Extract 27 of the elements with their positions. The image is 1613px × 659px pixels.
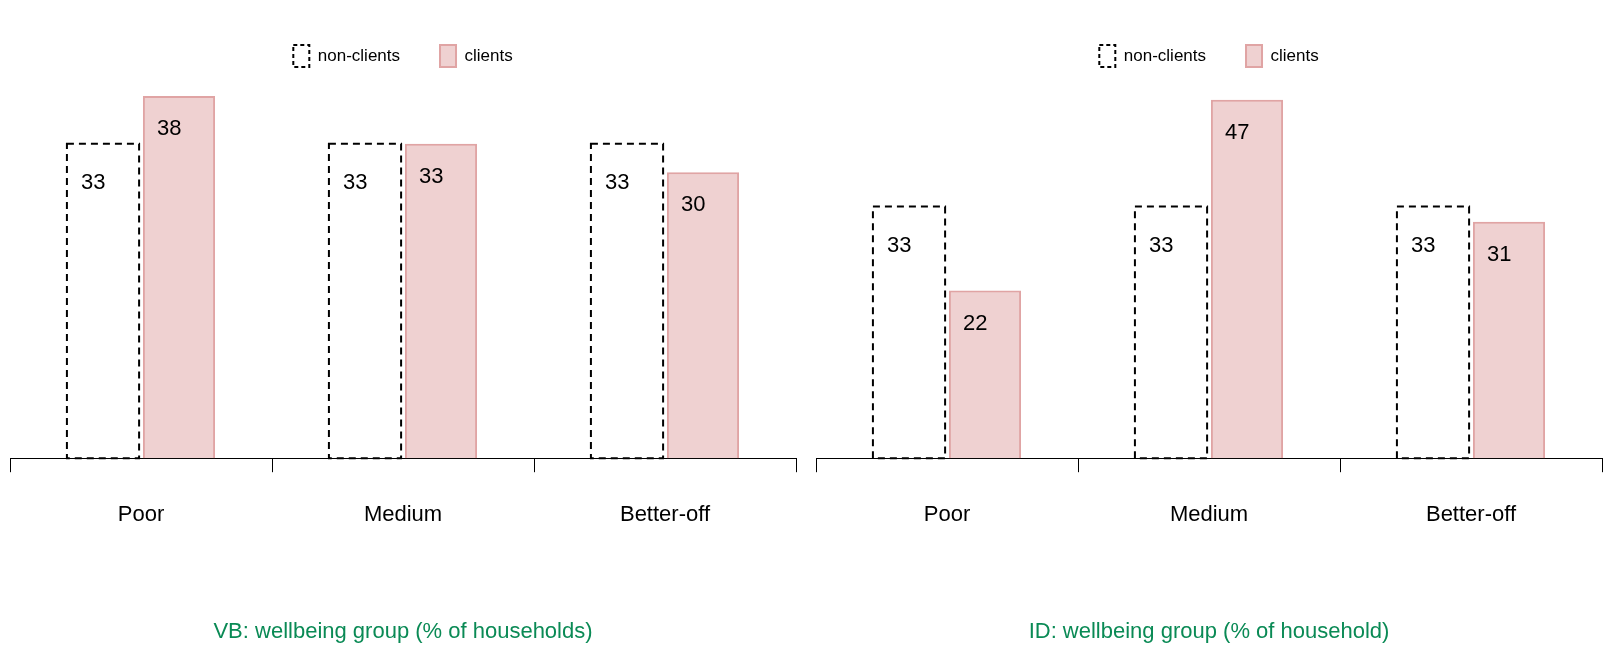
x-tick-label: Better-off: [1425, 501, 1517, 527]
bar: [1472, 221, 1546, 459]
data-label: 38: [156, 115, 182, 141]
data-label: 31: [1486, 240, 1512, 266]
data-label: 33: [1148, 231, 1174, 257]
data-label: 33: [1410, 231, 1436, 257]
data-label: 33: [604, 168, 630, 194]
x-axis-title: ID: wellbeing group (% of household): [1028, 617, 1390, 643]
x-axis-title: VB: wellbeing group (% of households): [213, 617, 593, 643]
legend-label: clients: [1270, 45, 1319, 65]
data-label: 33: [418, 162, 444, 188]
bar: [1210, 99, 1284, 459]
data-label: 33: [80, 168, 106, 194]
data-label: 47: [1224, 118, 1250, 144]
x-tick-label: Medium: [1169, 501, 1249, 527]
x-tick-label: Medium: [363, 501, 443, 527]
data-label: 30: [680, 191, 706, 217]
data-label: 33: [886, 231, 912, 257]
legend-label: non-clients: [317, 45, 401, 65]
x-tick-label: Poor: [117, 501, 165, 527]
legend-label: clients: [464, 45, 513, 65]
x-tick-label: Better-off: [619, 501, 711, 527]
data-label: 33: [342, 168, 368, 194]
x-tick-label: Poor: [923, 501, 971, 527]
bar: [948, 290, 1022, 459]
data-label: 22: [962, 309, 988, 335]
legend-label: non-clients: [1123, 45, 1207, 65]
